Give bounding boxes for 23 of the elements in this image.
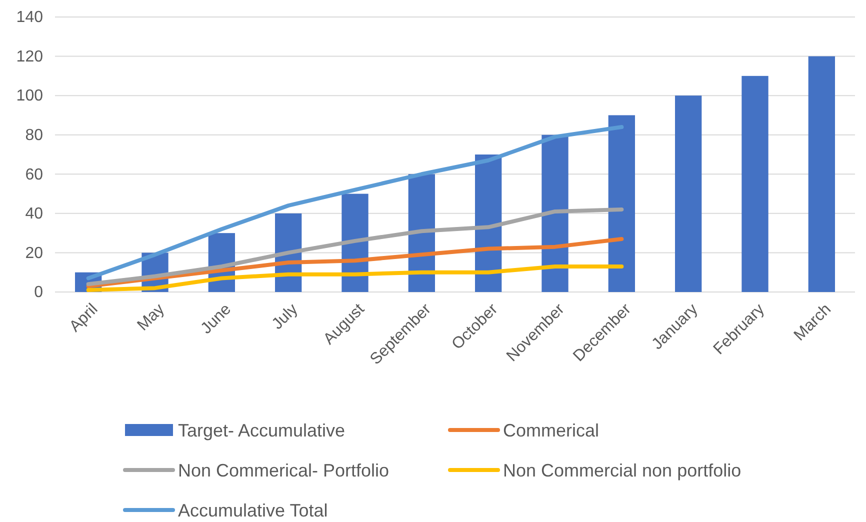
legend-label: Target- Accumulative — [178, 420, 346, 440]
y-tick-label: 20 — [25, 244, 44, 262]
legend-label: Accumulative Total — [178, 500, 328, 520]
y-tick-label: 60 — [25, 166, 44, 184]
legend-label: Commerical — [503, 420, 600, 440]
bar — [675, 96, 702, 292]
legend-label: Non Commercial non portfolio — [503, 460, 742, 480]
line-series — [86, 236, 624, 288]
legend-label: Non Commerical- Portfolio — [178, 460, 390, 480]
y-tick-label: 80 — [25, 126, 44, 144]
line-series — [86, 125, 624, 280]
line-series — [86, 264, 624, 292]
bar — [608, 115, 635, 292]
y-tick-label: 100 — [16, 88, 44, 105]
x-tick-label: May — [134, 300, 168, 334]
y-tick-label: 120 — [16, 48, 44, 66]
y-tick-label: 0 — [34, 284, 44, 302]
bar — [808, 56, 835, 292]
bar — [742, 76, 768, 292]
y-tick-label: 140 — [16, 9, 44, 26]
x-tick-label: July — [269, 300, 302, 333]
line-series — [86, 208, 624, 286]
y-tick-label: 40 — [25, 206, 44, 223]
